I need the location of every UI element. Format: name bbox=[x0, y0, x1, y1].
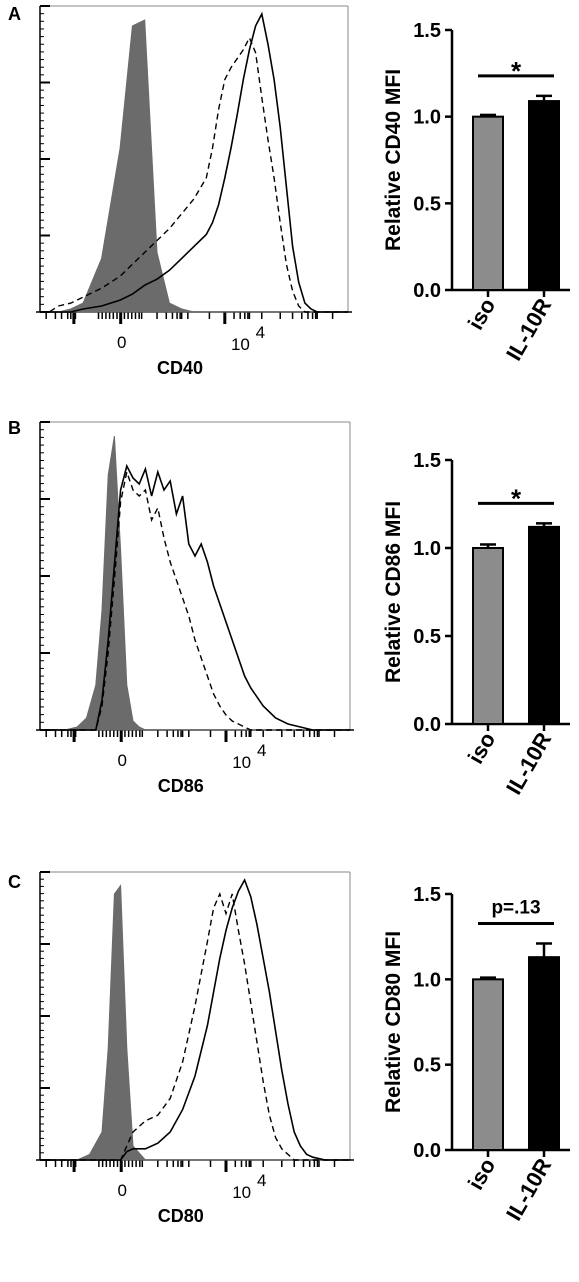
dashed-histogram-line bbox=[40, 892, 350, 1161]
significance-annotation: * bbox=[511, 56, 522, 86]
histogram-panel-A: A 0 10 4 CD40 bbox=[8, 4, 352, 378]
category-label-iso: iso bbox=[463, 294, 501, 334]
x-tick-label-ten: 10 bbox=[232, 1183, 251, 1202]
y-tick-label: 1.5 bbox=[413, 450, 441, 472]
y-tick-label: 0.5 bbox=[413, 626, 441, 648]
y-tick-label: 0.5 bbox=[413, 1055, 441, 1077]
dashed-histogram-line bbox=[40, 469, 350, 731]
bar-panel-B: 0.0 0.5 1.0 1.5 Relative CD86 MFI iso IL-10R * bbox=[382, 450, 570, 799]
category-label-il10r: IL-10R bbox=[501, 1154, 556, 1225]
isotype-filled-histogram bbox=[40, 435, 350, 731]
isotype-filled-histogram bbox=[40, 884, 350, 1161]
solid-histogram-line bbox=[40, 463, 350, 731]
y-tick-label: 0.0 bbox=[413, 1140, 441, 1162]
bar-il10r bbox=[528, 100, 560, 291]
y-tick-label: 0.0 bbox=[413, 714, 441, 736]
bar-iso bbox=[472, 978, 504, 1151]
x-tick-label-ten: 10 bbox=[231, 335, 250, 354]
histogram-panel-C: C 0 10 4 CD80 bbox=[8, 871, 354, 1226]
significance-annotation: * bbox=[511, 483, 522, 513]
x-tick-label-exponent: 4 bbox=[257, 741, 266, 760]
solid-histogram-line bbox=[40, 878, 350, 1161]
y-tick-label: 0.5 bbox=[413, 193, 441, 215]
panel-letter-C: C bbox=[8, 872, 21, 892]
x-axis-label: CD80 bbox=[158, 1206, 204, 1226]
x-tick-label-zero: 0 bbox=[118, 1181, 127, 1200]
bar-panel-C: 0.0 0.5 1.0 1.5 Relative CD80 MFI iso IL-10R p=… bbox=[382, 884, 570, 1225]
bar-iso bbox=[472, 547, 504, 725]
solid-histogram-line bbox=[40, 11, 348, 313]
x-tick-label-exponent: 4 bbox=[257, 1171, 266, 1190]
y-tick-label: 1.5 bbox=[413, 20, 441, 42]
y-tick-label: 1.5 bbox=[413, 884, 441, 906]
bar-iso bbox=[472, 115, 504, 291]
y-tick-label: 0.0 bbox=[413, 280, 441, 302]
histogram-panel-B: B 0 10 4 CD86 bbox=[8, 418, 354, 796]
category-label-il10r: IL-10R bbox=[501, 294, 556, 365]
x-tick-label-ten: 10 bbox=[232, 753, 251, 772]
x-tick-label-zero: 0 bbox=[117, 333, 126, 352]
category-label-iso: iso bbox=[463, 1154, 501, 1194]
y-axis-label: Relative CD40 MFI bbox=[382, 69, 405, 251]
x-axis-label: CD40 bbox=[157, 358, 203, 378]
y-tick-label: 1.0 bbox=[413, 107, 441, 129]
panel-letter-B: B bbox=[8, 418, 21, 438]
bar-panel-A: 0.0 0.5 1.0 1.5 Relative CD40 MFI iso IL-10R * bbox=[382, 20, 570, 365]
x-tick-label-exponent: 4 bbox=[256, 323, 265, 342]
category-label-iso: iso bbox=[463, 728, 501, 768]
category-label-il10r: IL-10R bbox=[501, 728, 556, 799]
y-tick-label: 1.0 bbox=[413, 538, 441, 560]
y-tick-label: 1.0 bbox=[413, 969, 441, 991]
y-axis-label: Relative CD86 MFI bbox=[382, 501, 405, 683]
bar-il10r bbox=[528, 956, 560, 1151]
dashed-histogram-line bbox=[40, 36, 348, 313]
panel-letter-A: A bbox=[8, 4, 21, 24]
x-axis-label: CD86 bbox=[158, 776, 204, 796]
bar-il10r bbox=[528, 525, 560, 725]
isotype-filled-histogram bbox=[40, 19, 348, 313]
significance-annotation: p=.13 bbox=[491, 897, 540, 918]
x-tick-label-zero: 0 bbox=[118, 751, 127, 770]
y-axis-label: Relative CD80 MFI bbox=[382, 931, 405, 1113]
